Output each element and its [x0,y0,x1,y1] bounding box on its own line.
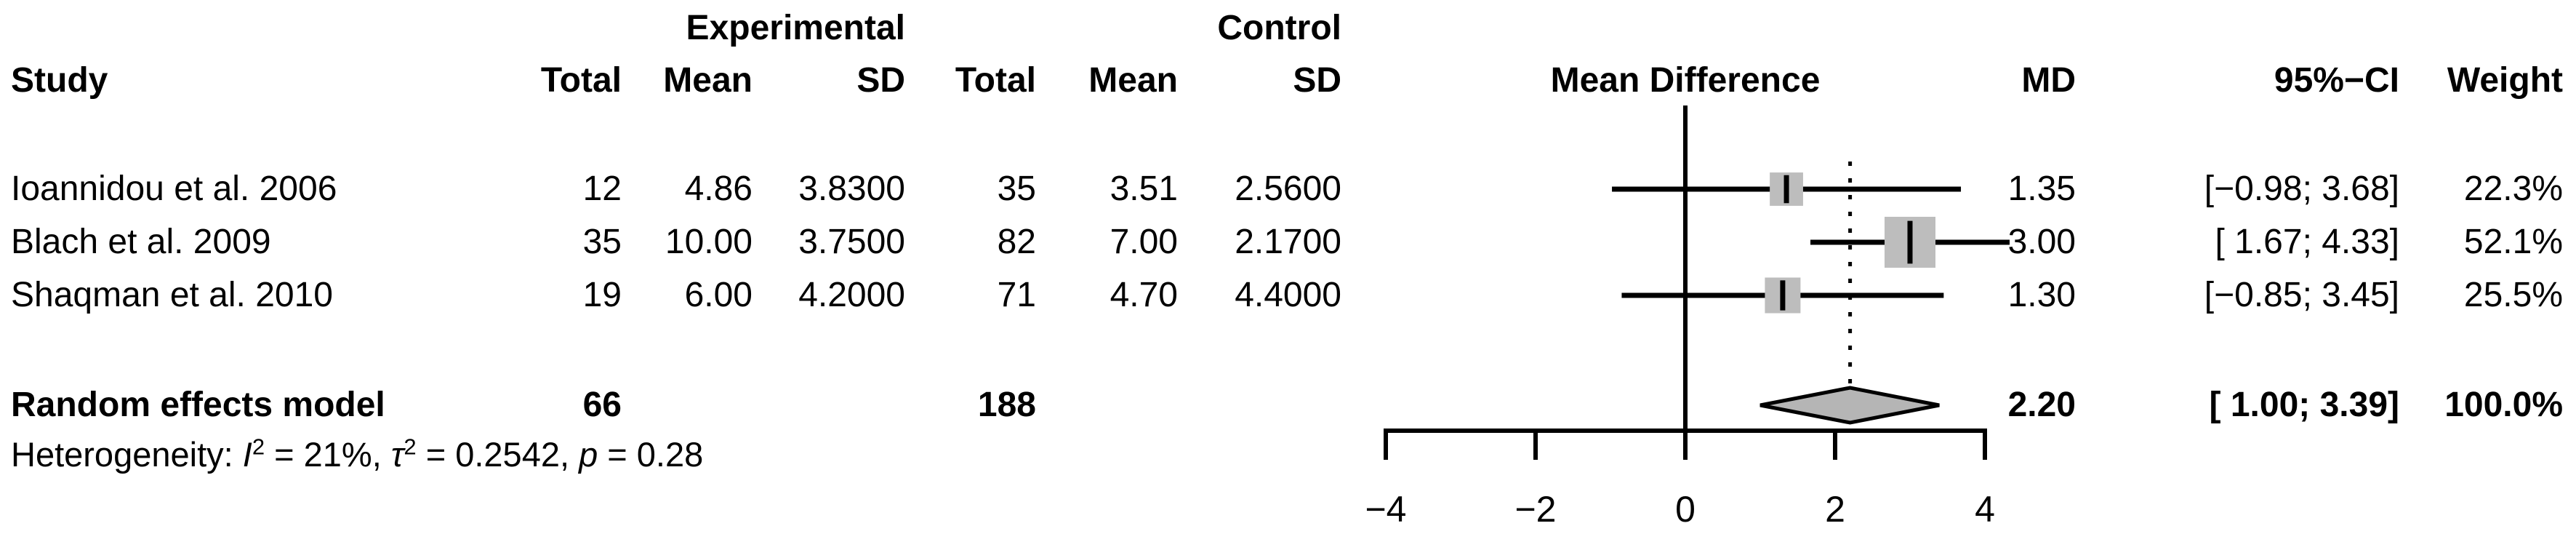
ctrl-sd-value: 4.4000 [1235,276,1341,314]
x-axis-tick-label: 4 [1975,489,1995,530]
p-value: = 0.28 [598,435,704,474]
summary-ctrl-total-value: 188 [977,386,1036,424]
exp-mean-value: 6.00 [684,276,753,314]
summary-md-value: 2.20 [2007,386,2076,424]
heterogeneity-text: Heterogeneity: I2 = 21%, τ2 = 0.2542, p … [11,428,703,482]
table-row: Shaqman et al. 2010 19 6.00 4.2000 71 4.… [0,268,2576,322]
heterogeneity-row: Heterogeneity: I2 = 21%, τ2 = 0.2542, p … [0,428,2576,482]
table-row: Blach et al. 2009 35 10.00 3.7500 82 7.0… [0,215,2576,269]
exp-sd-value: 3.8300 [798,170,905,208]
ctrl-mean-value: 7.00 [1110,223,1178,261]
ci-value: [−0.85; 3.45] [2204,276,2399,314]
weight-column-header: Weight [2447,61,2563,100]
ctrl-mean-value: 3.51 [1110,170,1178,208]
summary-label: Random effects model [11,386,385,424]
mean-difference-column-header: Mean Difference [1550,61,1821,100]
tau-squared-symbol: τ [390,435,404,474]
weight-value: 25.5% [2463,276,2563,314]
summary-weight-value: 100.0% [2444,386,2563,424]
tau-squared-exponent: 2 [404,434,417,460]
exp-mean-column-header: Mean [663,61,753,100]
heterogeneity-label: Heterogeneity: [11,435,243,474]
study-name: Ioannidou et al. 2006 [11,170,337,208]
weight-value: 22.3% [2463,170,2563,208]
exp-total-value: 35 [582,223,622,261]
experimental-group-header: Experimental [686,9,905,47]
exp-sd-value: 4.2000 [798,276,905,314]
i-squared-exponent: 2 [252,434,265,460]
p-symbol: p [579,435,598,474]
x-axis-tick-label: 0 [1675,489,1696,530]
ctrl-mean-column-header: Mean [1088,61,1178,100]
x-axis-tick-label: 2 [1825,489,1845,530]
md-value: 3.00 [2007,223,2076,261]
i-squared-value: = 21%, [265,435,391,474]
tau-squared-value: = 0.2542, [416,435,579,474]
md-value: 1.30 [2007,276,2076,314]
study-column-header: Study [11,61,108,100]
ctrl-total-value: 35 [997,170,1036,208]
ctrl-mean-value: 4.70 [1110,276,1178,314]
column-header-row: Study Total Mean SD Total Mean SD Mean D… [0,54,2576,108]
exp-mean-value: 10.00 [665,223,753,261]
summary-exp-total-value: 66 [582,386,622,424]
ci-column-header: 95%−CI [2274,61,2399,100]
group-header-row: Experimental Control [0,1,2576,55]
md-value: 1.35 [2007,170,2076,208]
exp-mean-value: 4.86 [684,170,753,208]
exp-sd-value: 3.7500 [798,223,905,261]
control-group-header: Control [1217,9,1341,47]
exp-total-column-header: Total [540,61,622,100]
x-axis-tick-label: −2 [1514,489,1556,530]
exp-total-value: 19 [582,276,622,314]
md-column-header: MD [2021,61,2076,100]
exp-sd-column-header: SD [856,61,905,100]
study-name: Blach et al. 2009 [11,223,271,261]
exp-total-value: 12 [582,170,622,208]
ctrl-total-value: 82 [997,223,1036,261]
study-name: Shaqman et al. 2010 [11,276,333,314]
ctrl-total-column-header: Total [955,61,1036,100]
ctrl-sd-value: 2.5600 [1235,170,1341,208]
ctrl-sd-column-header: SD [1293,61,1341,100]
summary-row: Random effects model 66 188 2.20 [ 1.00;… [0,378,2576,432]
ctrl-sd-value: 2.1700 [1235,223,1341,261]
ci-value: [ 1.67; 4.33] [2215,223,2399,261]
ctrl-total-value: 71 [997,276,1036,314]
summary-ci-value: [ 1.00; 3.39] [2209,386,2399,424]
table-row: Ioannidou et al. 2006 12 4.86 3.8300 35 … [0,162,2576,216]
ci-value: [−0.98; 3.68] [2204,170,2399,208]
x-axis-tick-label: −4 [1365,489,1406,530]
weight-value: 52.1% [2463,223,2563,261]
i-squared-symbol: I [242,435,252,474]
